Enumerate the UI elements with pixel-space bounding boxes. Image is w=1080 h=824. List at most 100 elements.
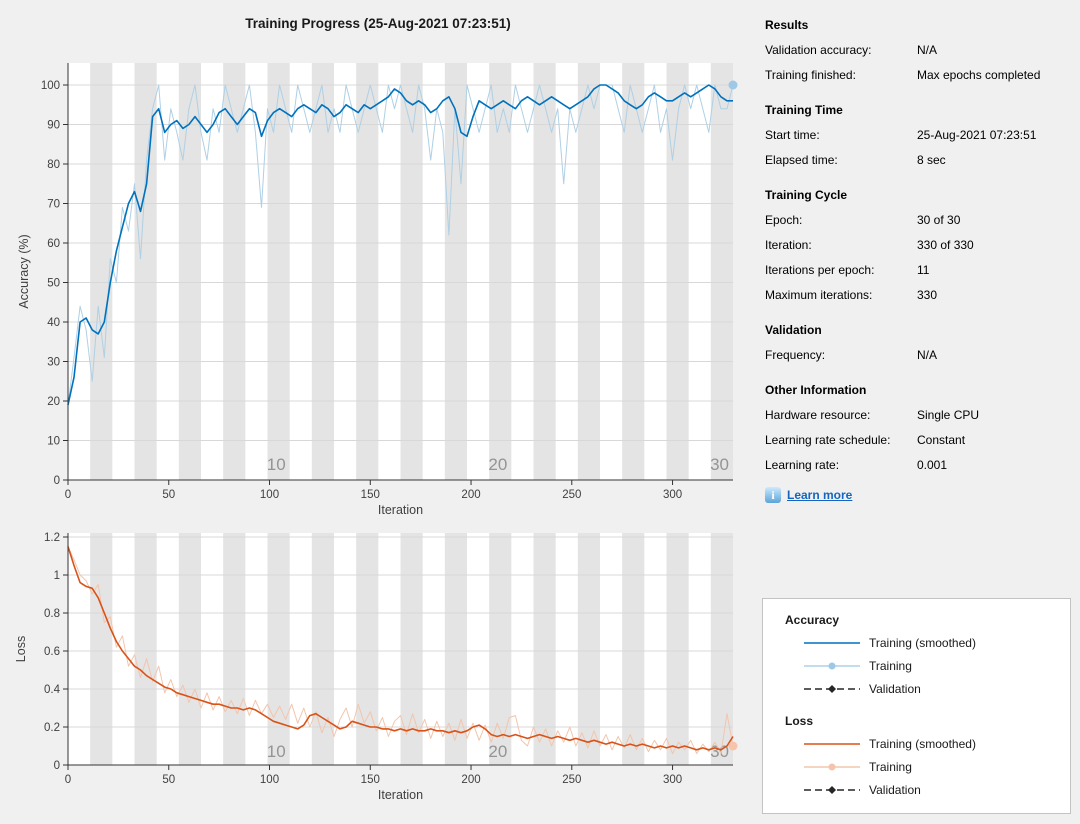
- info-row: Elapsed time: 8 sec: [765, 148, 1071, 173]
- info-label: Maximum iterations:: [765, 288, 873, 302]
- info-value: 0.001: [917, 458, 948, 472]
- y-tick-label: 40: [47, 317, 60, 329]
- epoch-label: 20: [488, 455, 507, 474]
- info-label: Validation accuracy:: [765, 43, 872, 57]
- legend-group-title-loss: Loss: [785, 714, 814, 728]
- epoch-band: [90, 63, 113, 480]
- info-value: 30 of 30: [917, 213, 961, 227]
- info-label: Training finished:: [765, 68, 856, 82]
- loss-plot: 10 20 300 50 100 150 200 250 30000.20.40.60.811.…: [14, 532, 738, 802]
- x-tick-label: 200: [461, 489, 480, 501]
- epoch-label: 20: [488, 742, 507, 761]
- epoch-band: [400, 533, 423, 765]
- info-value: 330: [917, 288, 938, 302]
- info-row: Validation accuracy: N/A: [765, 38, 1071, 63]
- legend-label: Training: [869, 658, 912, 673]
- plot-legend: Accuracy Training (smoothed) Training Valid…: [762, 598, 1071, 814]
- info-icon: i: [765, 487, 781, 503]
- section-title-results: Results: [765, 18, 809, 32]
- section-title-training-time: Training Time: [765, 103, 843, 117]
- info-row: Maximum iterations: 330: [765, 283, 1071, 308]
- y-tick-label: 60: [47, 238, 60, 250]
- epoch-band: [489, 533, 512, 765]
- epoch-band: [577, 63, 600, 480]
- section-title-training-cycle: Training Cycle: [765, 188, 848, 202]
- epoch-band: [356, 533, 379, 765]
- learn-more-link[interactable]: Learn more: [787, 488, 853, 502]
- legend-sample: [803, 783, 861, 797]
- legend-sample: [803, 636, 861, 650]
- legend-entry: Training (smoothed): [803, 631, 1070, 654]
- info-value: Constant: [917, 433, 966, 447]
- legend-entry: Validation: [803, 778, 1070, 801]
- legend-label: Training: [869, 759, 912, 774]
- info-label: Elapsed time:: [765, 153, 838, 167]
- info-label: Iteration:: [765, 238, 812, 252]
- info-row: Learning rate: 0.001: [765, 453, 1071, 478]
- y-tick-label: 20: [47, 396, 60, 408]
- loss-end-marker: [728, 741, 738, 751]
- y-tick-label: 1: [54, 570, 60, 582]
- legend-label: Training (smoothed): [869, 635, 976, 650]
- legend-entry: Training: [803, 654, 1070, 677]
- epoch-band: [489, 63, 512, 480]
- epoch-band: [311, 63, 334, 480]
- info-row: Frequency: N/A: [765, 343, 1071, 368]
- x-tick-label: 50: [162, 774, 175, 786]
- info-label: Learning rate:: [765, 458, 840, 472]
- y-tick-label: 0.2: [44, 722, 60, 734]
- info-value: 330 of 330: [917, 238, 974, 252]
- info-row: Start time: 25-Aug-2021 07:23:51: [765, 123, 1071, 148]
- loss-ylabel: Loss: [14, 636, 28, 662]
- legend-label: Validation: [869, 782, 921, 797]
- x-tick-label: 150: [361, 774, 380, 786]
- x-tick-label: 0: [65, 489, 71, 501]
- legend-entry: Training (smoothed): [803, 732, 1070, 755]
- legend-line-sample-dashed-marker: [804, 684, 860, 693]
- epoch-band: [178, 533, 201, 765]
- section-title-other-information: Other Information: [765, 383, 867, 397]
- x-tick-label: 150: [361, 489, 380, 501]
- x-tick-label: 50: [162, 489, 175, 501]
- info-row: Hardware resource: Single CPU: [765, 403, 1071, 428]
- x-tick-label: 0: [65, 774, 71, 786]
- info-label: Iterations per epoch:: [765, 263, 875, 277]
- info-value: N/A: [917, 43, 938, 57]
- info-row: Training finished: Max epochs completed: [765, 63, 1071, 88]
- y-tick-label: 70: [47, 199, 60, 211]
- legend-entry: Training: [803, 755, 1070, 778]
- y-tick-label: 0.4: [44, 684, 61, 696]
- legend-line-sample-solid: [804, 641, 860, 644]
- accuracy-ylabel: Accuracy (%): [17, 234, 31, 308]
- info-value: 11: [917, 263, 930, 277]
- epoch-band: [267, 533, 290, 765]
- y-tick-label: 1.2: [44, 532, 60, 544]
- info-panel: Results Validation accuracy: N/A Training f…: [765, 14, 1071, 503]
- epoch-band: [666, 63, 689, 480]
- epoch-band: [710, 63, 733, 480]
- legend-group-title-accuracy: Accuracy: [785, 613, 840, 627]
- x-tick-label: 300: [663, 489, 682, 501]
- x-tick-label: 200: [461, 774, 480, 786]
- x-tick-label: 250: [562, 774, 581, 786]
- section-title-validation: Validation: [765, 323, 822, 337]
- x-tick-label: 100: [260, 774, 279, 786]
- legend-sample: [803, 682, 861, 696]
- loss-series-training-smoothed-: [67, 546, 734, 751]
- info-label: Epoch:: [765, 213, 803, 227]
- training-plots: 10 20 300 50 100 150 200 250 3000102030405060708…: [14, 63, 738, 802]
- legend-line-sample-dashed-marker: [804, 785, 860, 794]
- info-value: Max epochs completed: [917, 68, 1041, 82]
- legend-entry: Validation: [803, 677, 1070, 700]
- epoch-band: [622, 533, 645, 765]
- info-label: Start time:: [765, 128, 820, 142]
- x-tick-label: 100: [260, 489, 279, 501]
- legend-sample: [803, 760, 861, 774]
- epoch-band: [90, 533, 113, 765]
- page-title: Training Progress (25-Aug-2021 07:23:51): [245, 16, 511, 31]
- legend-label: Validation: [869, 681, 921, 696]
- info-label: Frequency:: [765, 348, 826, 362]
- info-value: 25-Aug-2021 07:23:51: [917, 128, 1037, 142]
- info-value: 8 sec: [917, 153, 946, 167]
